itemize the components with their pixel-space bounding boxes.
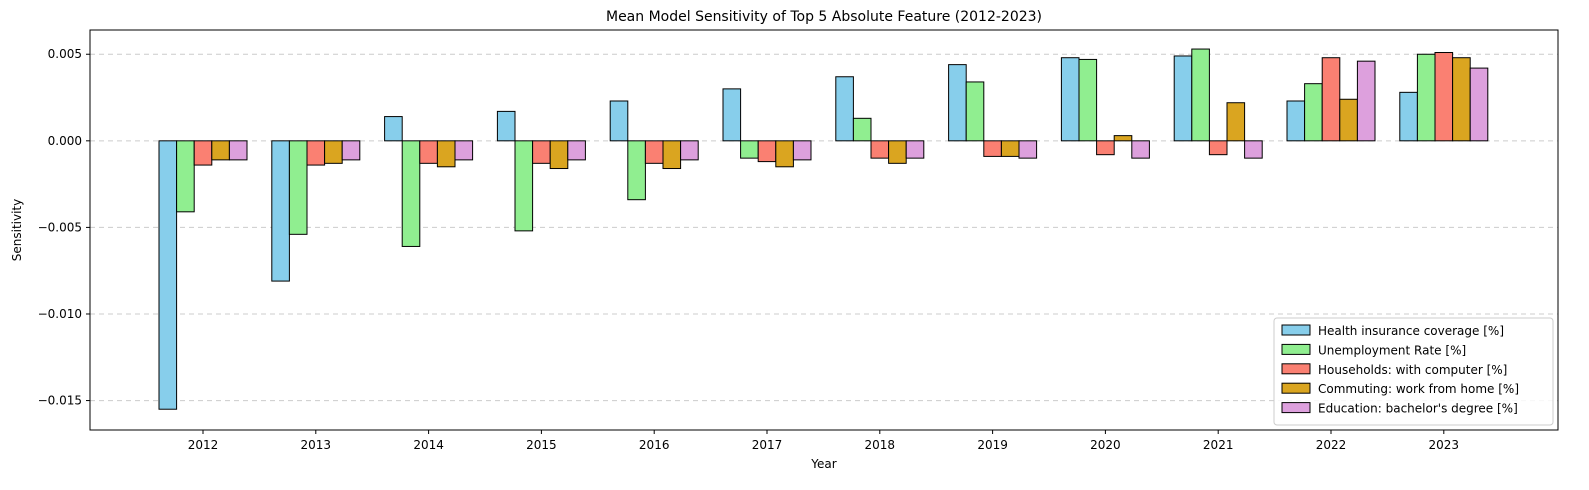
legend: Health insurance coverage [%] Unemploymen… [1273, 317, 1554, 426]
legend-label: Unemployment Rate [%] [1318, 343, 1466, 357]
bar [211, 140, 230, 161]
bar [271, 140, 290, 282]
bar [1304, 83, 1323, 142]
x-tick-label: 2019 [977, 438, 1008, 452]
x-axis: 2012 2013 2014 2015 2016 2017 2018 2019 2020 2021… [188, 430, 1459, 452]
y-tick-label: −0.005 [38, 220, 82, 234]
bar [384, 116, 403, 142]
legend-box [1273, 317, 1554, 426]
x-tick-label: 2014 [413, 438, 444, 452]
x-tick-label: 2022 [1316, 438, 1347, 452]
bar [1286, 100, 1306, 142]
bar [193, 140, 213, 166]
bar [792, 140, 812, 161]
bar [1226, 102, 1246, 142]
y-tick-label: 0.005 [48, 47, 82, 61]
bar [454, 140, 474, 161]
bar [983, 140, 1002, 157]
x-axis-label: Year [810, 457, 836, 471]
legend-swatch [1281, 363, 1311, 375]
bar [1321, 57, 1341, 142]
bar [662, 140, 682, 170]
legend-label: Health insurance coverage [%] [1318, 324, 1504, 338]
bar [870, 140, 890, 159]
bar [158, 140, 178, 410]
bar [1339, 98, 1358, 142]
bar [306, 140, 326, 166]
bar [1191, 48, 1210, 142]
bar [1131, 140, 1150, 159]
bar [1078, 58, 1098, 142]
bar [1244, 140, 1263, 159]
bar [567, 140, 586, 161]
bar [1000, 140, 1020, 157]
legend-swatch [1281, 382, 1311, 394]
bar [888, 140, 907, 164]
bar [644, 140, 664, 164]
x-tick-label: 2016 [639, 438, 670, 452]
legend-label: Education: bachelor's degree [%] [1318, 402, 1518, 416]
bar [228, 140, 248, 161]
bar [609, 100, 629, 142]
x-tick-label: 2013 [301, 438, 332, 452]
x-tick-label: 2023 [1429, 438, 1460, 452]
bar [1113, 135, 1133, 142]
bar [1469, 67, 1489, 142]
y-axis: −0.015 −0.010 −0.005 0.000 0.005 [38, 47, 90, 408]
bar [436, 140, 456, 168]
chart-title: Mean Model Sensitivity of Top 5 Absolute… [606, 9, 1042, 25]
bar [680, 140, 699, 161]
legend-label: Households: with computer [%] [1318, 363, 1507, 377]
bar [176, 140, 195, 213]
x-tick-label: 2021 [1203, 438, 1234, 452]
plot-frame [89, 29, 1559, 431]
bar [401, 140, 421, 247]
bar [419, 140, 438, 164]
bar [775, 140, 794, 168]
x-tick-label: 2018 [865, 438, 896, 452]
legend-swatch [1281, 402, 1311, 414]
bar [835, 76, 854, 142]
x-tick-label: 2017 [752, 438, 783, 452]
y-axis-label: Sensitivity [10, 199, 24, 261]
bar [1096, 140, 1115, 156]
y-tick-label: 0.000 [48, 134, 82, 148]
bars [158, 48, 1489, 410]
bar [1173, 55, 1193, 142]
bar [948, 64, 967, 142]
bar [514, 140, 534, 232]
bar [1356, 60, 1376, 142]
legend-swatch [1281, 324, 1311, 336]
bar [905, 140, 925, 159]
bar [496, 110, 516, 142]
bar [1208, 140, 1228, 156]
bar [532, 140, 551, 164]
bar [1434, 52, 1454, 142]
bar [1416, 53, 1436, 142]
bar [288, 140, 308, 235]
bar [852, 117, 872, 142]
y-tick-label: −0.015 [38, 394, 82, 408]
x-tick-label: 2015 [526, 438, 557, 452]
legend-swatch [1281, 343, 1311, 355]
bar [324, 140, 343, 164]
y-tick-label: −0.010 [38, 307, 82, 321]
legend-label: Commuting: work from home [%] [1318, 382, 1519, 396]
bar [341, 140, 361, 161]
bar [549, 140, 569, 170]
bar [1399, 91, 1418, 142]
bar [1018, 140, 1038, 159]
bar [627, 140, 646, 201]
bar [965, 81, 985, 142]
x-tick-label: 2012 [188, 438, 219, 452]
bar [722, 88, 742, 142]
bar [1452, 57, 1471, 142]
x-tick-label: 2020 [1090, 438, 1121, 452]
bar [740, 140, 759, 159]
bar [757, 140, 777, 163]
bar [1060, 57, 1080, 142]
